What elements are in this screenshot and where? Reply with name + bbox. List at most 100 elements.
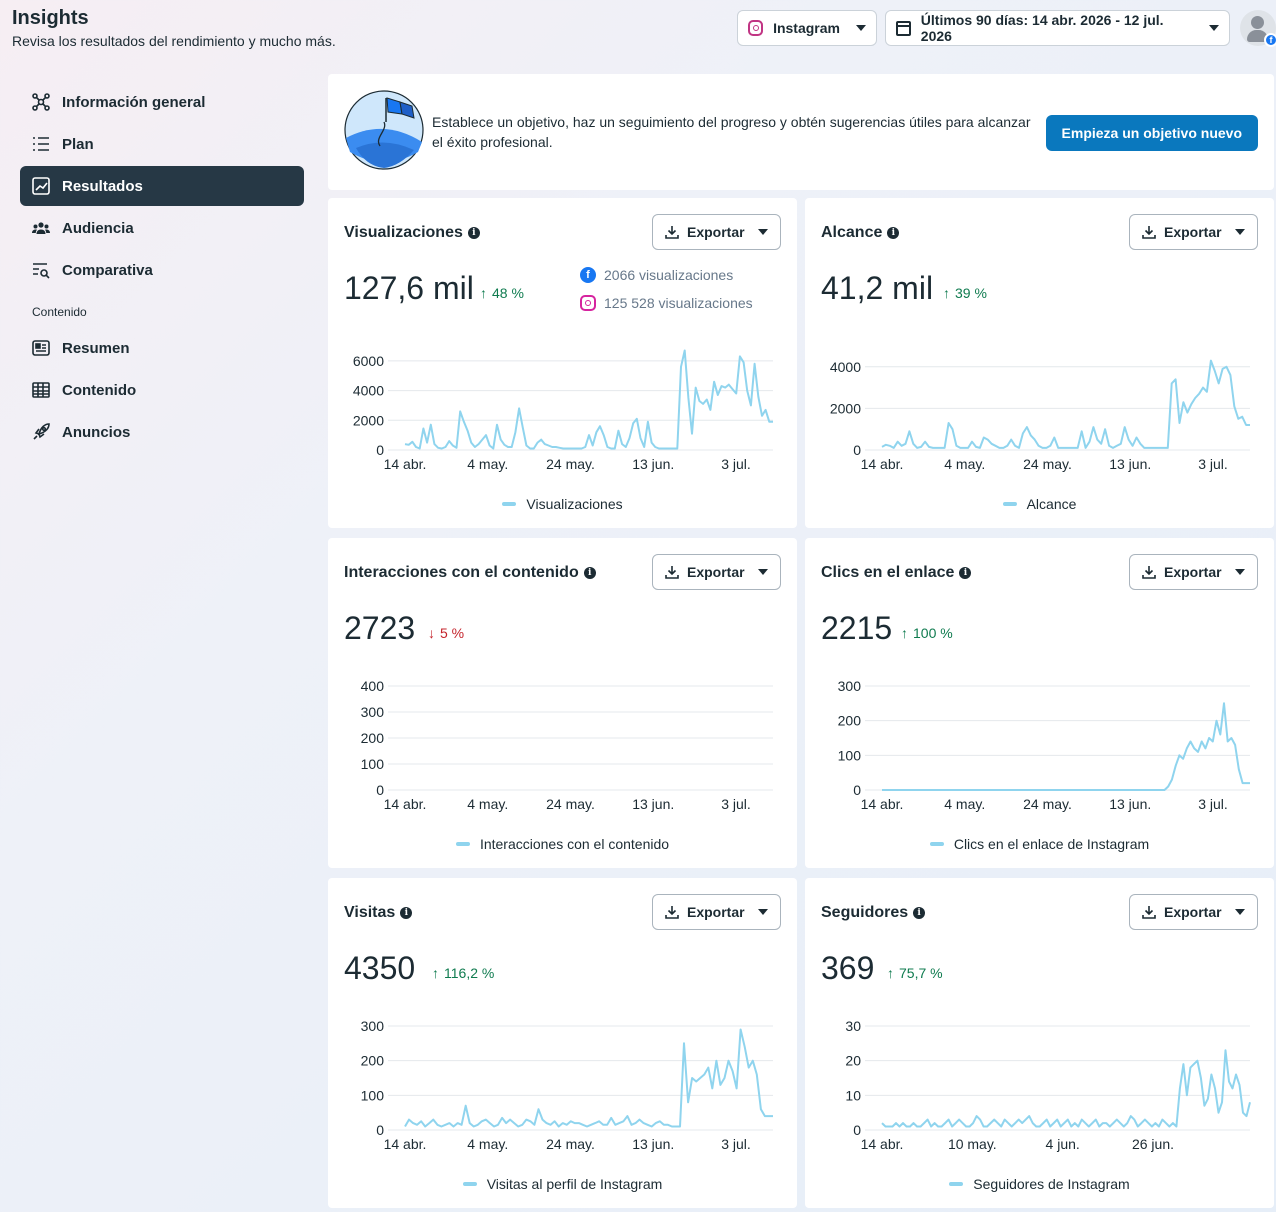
info-icon[interactable]: i <box>887 227 900 239</box>
y-tick-label: 6000 <box>353 353 384 369</box>
x-tick-label: 13 jun. <box>1109 796 1151 812</box>
card-views: Visualizaciones i Exportar 127,6 mil ↑ 48 … <box>328 198 797 528</box>
y-tick-label: 10 <box>845 1087 861 1103</box>
arrow-up-icon: ↑ <box>887 965 894 981</box>
metric-delta: ↑ 48 % <box>480 285 524 301</box>
metric-delta: ↑ 39 % <box>943 285 987 301</box>
chart-legend: Alcance <box>805 496 1274 512</box>
x-tick-label: 13 jun. <box>632 796 674 812</box>
card-title: Clics en el enlace i <box>821 564 972 582</box>
card-title: Interacciones con el contenido i <box>344 564 596 582</box>
x-tick-label: 3 jul. <box>1198 796 1228 812</box>
metric-value: 127,6 mil <box>344 270 474 306</box>
avatar-head <box>1251 16 1264 29</box>
export-button[interactable]: Exportar <box>652 554 781 590</box>
instagram-split-text: 125 528 visualizaciones <box>604 295 753 311</box>
reach-chart: 0 2000 4000 14 abr. 4 may. 24 may. 13 jun. 3 ju… <box>830 359 1250 472</box>
chart-legend: Visualizaciones <box>328 496 797 512</box>
y-tick-label: 100 <box>838 747 862 763</box>
x-tick-label: 24 may. <box>1023 796 1072 812</box>
sidebar-item-label: Resumen <box>62 339 130 357</box>
network-icon <box>32 93 50 111</box>
chevron-down-icon <box>758 909 768 915</box>
y-tick-label: 0 <box>853 782 861 798</box>
page-title: Insights <box>12 7 89 29</box>
export-button[interactable]: Exportar <box>1129 214 1258 250</box>
arrow-down-icon: ↓ <box>428 625 435 641</box>
y-tick-label: 300 <box>361 704 385 720</box>
summary-icon <box>32 340 50 356</box>
y-tick-label: 4000 <box>830 359 861 375</box>
legend-label: Interacciones con el contenido <box>479 836 670 852</box>
y-tick-label: 20 <box>845 1053 861 1069</box>
views-chart: 0 2000 4000 6000 14 abr. 4 may. 24 may. 13 jun.… <box>353 349 773 472</box>
y-tick-label: 0 <box>376 1122 384 1138</box>
sidebar: Información general Plan Resultados Audi… <box>20 82 304 454</box>
info-icon[interactable]: i <box>913 907 926 919</box>
x-tick-label: 14 abr. <box>384 1136 427 1152</box>
y-tick-label: 300 <box>361 1018 385 1034</box>
series-line <box>882 702 1250 791</box>
export-label: Exportar <box>687 564 745 580</box>
x-tick-label: 24 may. <box>546 796 595 812</box>
legend-swatch <box>502 502 517 506</box>
delta-text: 100 % <box>913 625 953 641</box>
y-tick-label: 200 <box>838 713 862 729</box>
x-tick-label: 4 may. <box>467 1136 508 1152</box>
sidebar-item-plan[interactable]: Plan <box>20 124 304 164</box>
goal-banner: Establece un objetivo, haz un seguimient… <box>328 74 1274 190</box>
x-tick-label: 4 may. <box>467 456 508 472</box>
export-button[interactable]: Exportar <box>1129 894 1258 930</box>
export-label: Exportar <box>687 224 745 240</box>
sidebar-item-summary[interactable]: Resumen <box>20 328 304 368</box>
sidebar-item-ads[interactable]: Anuncios <box>20 412 304 452</box>
sidebar-item-label: Comparativa <box>62 261 153 279</box>
card-reach: Alcance i Exportar 41,2 mil ↑ 39 % 0 2000 40… <box>805 198 1274 528</box>
legend-label: Alcance <box>1026 496 1077 512</box>
date-range-dropdown[interactable]: Últimos 90 días: 14 abr. 2026 - 12 jul. … <box>885 10 1230 46</box>
series-line <box>881 1049 1251 1128</box>
metric-value: 2215 <box>821 610 893 646</box>
export-button[interactable]: Exportar <box>652 214 781 250</box>
y-tick-label: 0 <box>376 782 384 798</box>
start-goal-button[interactable]: Empieza un objetivo nuevo <box>1045 115 1258 151</box>
legend-swatch <box>455 842 470 846</box>
sidebar-item-results[interactable]: Resultados <box>20 166 304 206</box>
y-tick-label: 0 <box>376 442 384 458</box>
legend-swatch <box>462 1182 477 1186</box>
info-icon[interactable]: i <box>959 567 972 579</box>
download-icon <box>1142 906 1156 919</box>
metric-value: 369 <box>821 950 875 986</box>
x-tick-label: 14 abr. <box>384 456 427 472</box>
info-icon[interactable]: i <box>400 907 413 919</box>
info-icon[interactable]: i <box>467 227 480 239</box>
sidebar-item-label: Audiencia <box>62 219 134 237</box>
page-subtitle: Revisa los resultados del rendimiento y … <box>12 33 336 49</box>
card-title-text: Clics en el enlace <box>821 564 955 581</box>
card-title: Alcance i <box>821 224 900 242</box>
x-tick-label: 14 abr. <box>861 1136 904 1152</box>
date-range-label: Últimos 90 días: 14 abr. 2026 - 12 jul. … <box>920 12 1164 44</box>
info-icon[interactable]: i <box>583 567 596 579</box>
card-title-text: Interacciones con el contenido <box>344 564 579 581</box>
platform-label: Instagram <box>773 20 840 36</box>
sidebar-item-overview[interactable]: Información general <box>20 82 304 122</box>
avatar[interactable]: f <box>1240 10 1276 47</box>
interactions-chart: 0 100 200 300 400 14 abr. 4 may. 24 may. 13 jun.… <box>361 678 773 812</box>
export-button[interactable]: Exportar <box>652 894 781 930</box>
trend-icon <box>32 177 50 195</box>
delta-text: 116,2 % <box>444 965 495 981</box>
y-tick-label: 100 <box>361 756 385 772</box>
export-button[interactable]: Exportar <box>1129 554 1258 590</box>
sidebar-item-comparison[interactable]: Comparativa <box>20 250 304 290</box>
sidebar-item-audience[interactable]: Audiencia <box>20 208 304 248</box>
table-icon <box>32 382 50 398</box>
platform-dropdown[interactable]: Instagram <box>737 10 877 46</box>
banner-text: Establece un objetivo, haz un seguimient… <box>432 114 1031 150</box>
chart-legend: Interacciones con el contenido <box>328 836 797 852</box>
card-title-text: Seguidores <box>821 904 909 921</box>
metric-delta: ↑ 75,7 % <box>887 965 943 981</box>
sidebar-item-content[interactable]: Contenido <box>20 370 304 410</box>
x-tick-label: 13 jun. <box>632 456 674 472</box>
facebook-split-text: 2066 visualizaciones <box>604 267 734 283</box>
